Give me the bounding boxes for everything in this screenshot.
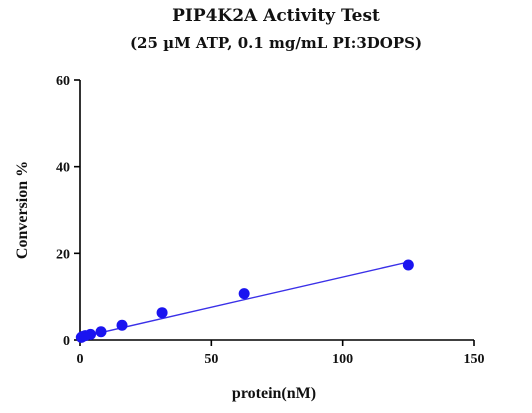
x-axis-label: protein(nM) bbox=[232, 385, 316, 402]
data-point bbox=[402, 259, 414, 271]
y-tick-label: 40 bbox=[56, 161, 70, 176]
y-tick-label: 20 bbox=[56, 247, 70, 262]
data-point bbox=[238, 288, 250, 300]
y-ticks: 0 20 40 60 bbox=[56, 74, 80, 349]
axes bbox=[79, 80, 474, 341]
data-point bbox=[156, 307, 168, 319]
x-tick-label: 0 bbox=[77, 352, 84, 367]
x-tick-label: 50 bbox=[204, 352, 218, 367]
x-ticks: 0 50 100 150 bbox=[77, 340, 485, 367]
data-point bbox=[95, 326, 107, 338]
x-tick-label: 150 bbox=[464, 352, 485, 367]
y-tick-label: 0 bbox=[63, 334, 70, 349]
x-tick-label: 100 bbox=[332, 352, 353, 367]
y-tick-label: 60 bbox=[56, 74, 70, 89]
chart-title: PIP4K2A Activity Test bbox=[172, 6, 380, 26]
data-points bbox=[75, 259, 414, 343]
y-axis-label: Conversion % bbox=[14, 161, 31, 259]
data-point bbox=[116, 319, 128, 331]
data-point bbox=[85, 328, 97, 340]
linear-fit-line bbox=[79, 261, 409, 339]
chart-subtitle: (25 µM ATP, 0.1 mg/mL PI:3DOPS) bbox=[130, 34, 422, 52]
